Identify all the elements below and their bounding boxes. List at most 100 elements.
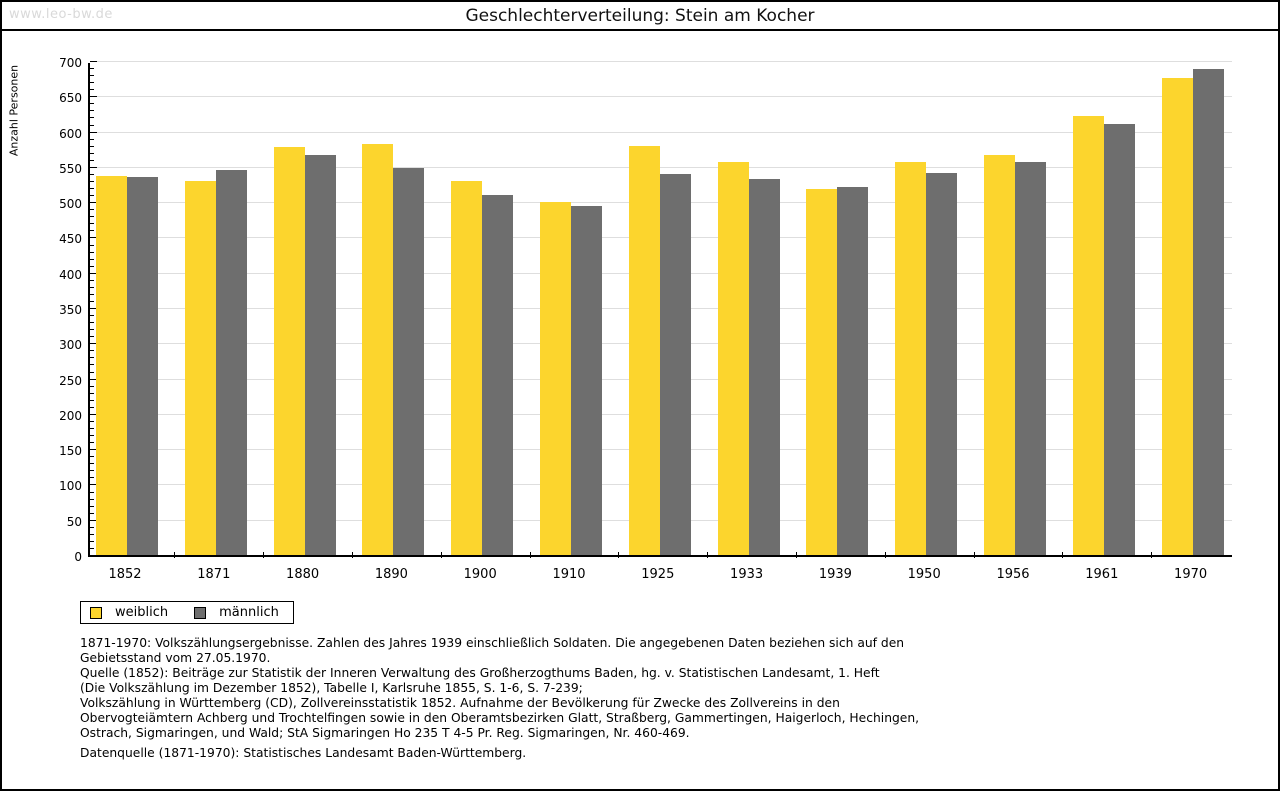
x-tick-label-1933: 1933 — [730, 567, 764, 582]
y-minor-tick-60 — [90, 512, 94, 514]
y-tick-label-250: 250 — [59, 373, 82, 388]
bar-weiblich-1880 — [273, 147, 305, 555]
source-note-line-7: Ostrach, Sigmaringen, und Wald; StA Sigm… — [80, 726, 690, 740]
y-minor-tick-20 — [90, 540, 94, 542]
legend-item-männlich: männlich — [194, 605, 279, 620]
bar-männlich-1933 — [748, 178, 780, 555]
gridline-550 — [90, 166, 1232, 168]
y-minor-tick-70 — [90, 505, 94, 507]
bar-weiblich-1871 — [184, 180, 216, 555]
bar-männlich-1890 — [393, 168, 425, 555]
y-major-tick-500 — [90, 202, 97, 204]
x-tick-label-1880: 1880 — [286, 567, 320, 582]
y-major-tick-300 — [90, 343, 97, 345]
y-minor-tick-280 — [90, 357, 94, 359]
legend-label-weiblich: weiblich — [115, 605, 169, 620]
bar-weiblich-1890 — [362, 143, 394, 555]
y-major-tick-600 — [90, 131, 97, 133]
bar-weiblich-1970 — [1161, 77, 1193, 555]
x-tick-label-1956: 1956 — [996, 567, 1030, 582]
x-tick-label-1939: 1939 — [818, 567, 852, 582]
y-minor-tick-590 — [90, 138, 94, 140]
y-minor-tick-560 — [90, 159, 94, 161]
y-minor-tick-120 — [90, 470, 94, 472]
bar-männlich-1970 — [1192, 69, 1224, 555]
y-minor-tick-430 — [90, 251, 94, 253]
bar-männlich-1910 — [571, 205, 602, 555]
bar-weiblich-1961 — [1072, 116, 1104, 555]
y-tick-label-600: 600 — [59, 126, 82, 141]
y-tick-label-400: 400 — [59, 267, 82, 282]
y-minor-tick-680 — [90, 75, 94, 77]
legend-swatch-weiblich — [90, 606, 102, 619]
y-major-tick-550 — [90, 166, 97, 168]
y-minor-tick-660 — [90, 89, 94, 91]
x-boundary-tick-12 — [1151, 552, 1153, 558]
legend-swatch-männlich — [194, 606, 207, 619]
y-minor-tick-180 — [90, 427, 94, 429]
chart-header: www.leo-bw.de Geschlechterverteilung: St… — [2, 2, 1278, 31]
x-boundary-tick-5 — [529, 552, 531, 558]
y-major-tick-250 — [90, 378, 97, 380]
x-tick-label-1950: 1950 — [907, 567, 941, 582]
bar-weiblich-1939 — [806, 188, 838, 555]
y-minor-tick-540 — [90, 173, 94, 175]
y-minor-tick-240 — [90, 385, 94, 387]
bar-männlich-1956 — [1015, 161, 1046, 555]
gridline-650 — [90, 96, 1232, 98]
source-note-line-1: 1871-1970: Volkszählungsergebnisse. Zahl… — [80, 636, 905, 650]
y-major-tick-350 — [90, 308, 97, 309]
y-tick-label-150: 150 — [59, 444, 82, 459]
x-boundary-tick-1 — [174, 552, 176, 558]
y-minor-tick-420 — [90, 258, 94, 260]
y-minor-tick-30 — [90, 533, 94, 535]
x-tick-label-1910: 1910 — [552, 567, 586, 582]
y-minor-tick-360 — [90, 300, 94, 302]
bar-männlich-1900 — [482, 195, 514, 555]
y-tick-label-550: 550 — [59, 161, 82, 176]
y-minor-tick-520 — [90, 188, 94, 190]
x-tick-label-1925: 1925 — [641, 567, 675, 582]
y-major-tick-650 — [90, 96, 97, 98]
gridline-600 — [90, 131, 1232, 133]
y-minor-tick-630 — [90, 110, 94, 112]
y-minor-tick-440 — [90, 244, 94, 246]
legend-label-männlich: männlich — [219, 605, 279, 620]
y-minor-tick-570 — [90, 152, 94, 154]
y-minor-tick-290 — [90, 350, 94, 352]
bar-weiblich-1900 — [451, 180, 483, 555]
bar-männlich-1925 — [659, 173, 691, 555]
y-minor-tick-90 — [90, 491, 94, 493]
x-tick-label-1961: 1961 — [1085, 567, 1119, 582]
x-tick-label-1871: 1871 — [197, 567, 231, 582]
y-major-tick-450 — [90, 237, 97, 239]
y-minor-tick-340 — [90, 315, 94, 317]
x-boundary-tick-9 — [884, 552, 886, 558]
y-minor-tick-640 — [90, 103, 94, 105]
y-tick-label-450: 450 — [59, 232, 82, 247]
datasource-line: Datenquelle (1871-1970): Statistisches L… — [80, 746, 527, 760]
source-note-line-6: Obervogteiämtern Achberg und Trochtelfin… — [80, 711, 920, 725]
y-major-tick-150 — [90, 449, 97, 451]
y-major-tick-50 — [90, 519, 97, 521]
y-minor-tick-470 — [90, 223, 94, 225]
y-minor-tick-140 — [90, 456, 94, 458]
y-minor-tick-320 — [90, 329, 94, 331]
x-boundary-tick-2 — [263, 552, 265, 558]
x-boundary-tick-7 — [707, 552, 709, 558]
source-note-line-5: Volkszählung in Württemberg (CD), Zollve… — [80, 696, 840, 710]
bar-männlich-1961 — [1103, 123, 1135, 555]
bar-weiblich-1933 — [717, 161, 749, 555]
x-boundary-tick-6 — [618, 552, 620, 558]
y-minor-tick-10 — [90, 547, 94, 549]
y-tick-label-0: 0 — [74, 550, 82, 564]
y-minor-tick-210 — [90, 406, 94, 408]
y-minor-tick-190 — [90, 420, 94, 422]
x-tick-label-1852: 1852 — [108, 567, 142, 582]
bar-männlich-1950 — [926, 173, 958, 555]
x-boundary-tick-10 — [973, 552, 975, 558]
bar-weiblich-1956 — [984, 154, 1015, 555]
y-tick-label-350: 350 — [59, 303, 82, 317]
y-minor-tick-380 — [90, 286, 94, 288]
